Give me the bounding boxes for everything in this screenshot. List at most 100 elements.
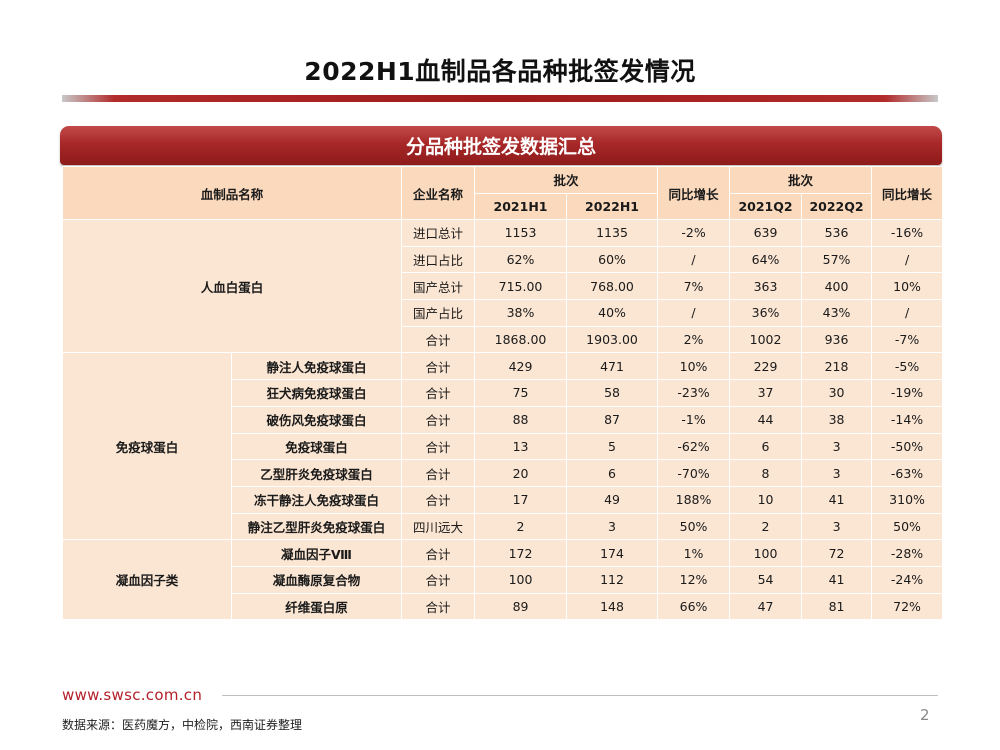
cell-h1-2021: 172 [474,539,568,567]
panel-header: 分品种批签发数据汇总 [60,126,942,165]
cell-yoy-q2: -14% [871,405,944,434]
cell-q2-2021: 229 [729,352,803,381]
footer-source-note: 数据来源：医药魔方，中检院，西南证券整理 [62,718,303,732]
header-row-1: 血制品名称 企业名称 批次 同比增长 批次 同比增长 [61,166,944,220]
cell-h1-2022: 58 [566,379,659,407]
cell-yoy-h1: 66% [657,592,731,621]
data-table: 血制品名称 企业名称 批次 同比增长 批次 同比增长 2021H1 2022H1… [61,166,944,621]
cell-q2-2022: 3 [801,432,873,461]
cell-product: 狂犬病免疫球蛋白 [230,379,403,407]
table-row: 国产占比 38% 40% / 36% 43% / [63,299,944,327]
cell-yoy-h1: 2% [657,325,731,354]
cell-h1-2021: 13 [474,432,568,461]
cell-yoy-h1: 7% [657,272,731,301]
cell-h1-2022: 87 [566,405,659,434]
cell-h1-2022: 174 [566,539,659,567]
cell-q2-2022: 41 [801,485,873,514]
cell-product: 凝血因子Ⅷ [230,539,403,567]
cell-q2-2021: 100 [729,539,803,567]
cell-h1-2021: 75 [474,379,568,407]
cell-h1-2022: 40% [566,299,659,327]
cell-product: 免疫球蛋白 [230,432,403,461]
header-batches-h1: 批次 [474,166,659,194]
cell-q2-2022: 3 [801,512,873,541]
cell-q2-2021: 639 [729,219,803,247]
cell-q2-2021: 64% [729,245,803,274]
cell-h1-2022: 1135 [566,219,659,247]
cell-yoy-q2: 10% [871,272,944,301]
cell-company: 合计 [401,459,476,487]
cell-company: 国产总计 [401,272,476,301]
cell-yoy-h1: -70% [657,459,731,487]
header-2021h1: 2021H1 [474,192,568,220]
header-2021q2: 2021Q2 [729,192,803,220]
cell-q2-2022: 72 [801,539,873,567]
category-coagulation: 凝血因子类 [62,539,232,621]
table-row: 免疫球蛋白 静注人免疫球蛋白 合计 429 471 10% 229 218 -5… [62,352,944,541]
cell-h1-2022: 49 [566,485,659,514]
cell-company: 合计 [401,432,476,461]
table-row: 冻干静注人免疫球蛋白 合计 17 49 188% 10 41 310% [63,485,944,514]
cell-company: 合计 [401,565,476,594]
cell-yoy-h1: -1% [657,405,731,434]
cell-h1-2022: 112 [566,565,659,594]
cell-h1-2022: 6 [566,459,659,487]
header-row-2: 2021H1 2022H1 2021Q2 2022Q2 [63,192,943,220]
cell-q2-2022: 81 [801,592,873,621]
cell-yoy-h1: 1% [657,539,731,567]
cell-q2-2021: 10 [729,485,803,514]
table-row: 合计 1868.00 1903.00 2% 1002 936 -7% [63,325,944,354]
cell-q2-2021: 36% [729,299,803,327]
cell-company: 进口总计 [401,219,476,247]
cell-h1-2021: 1868.00 [474,325,568,354]
cell-yoy-q2: / [871,299,944,327]
cell-company: 国产占比 [401,299,476,327]
cell-yoy-q2: -5% [871,352,944,381]
panel-title: 分品种批签发数据汇总 [405,136,596,158]
cell-yoy-h1: 50% [657,512,731,541]
cell-yoy-q2: -19% [871,379,944,407]
cell-yoy-h1: 12% [657,565,731,594]
cell-h1-2021: 17 [474,485,568,514]
cell-yoy-q2: -16% [871,219,944,247]
cell-q2-2021: 363 [729,272,803,301]
cell-q2-2022: 41 [801,565,873,594]
cell-yoy-q2: 50% [871,512,944,541]
cell-q2-2021: 6 [729,432,803,461]
cell-company: 合计 [401,592,476,621]
cell-h1-2021: 2 [474,512,568,541]
cell-q2-2022: 30 [801,379,873,407]
page-number: 2 [920,706,930,724]
cell-yoy-h1: 10% [657,352,731,381]
cell-product: 静注人免疫球蛋白 [230,352,403,381]
cell-h1-2022: 5 [566,432,659,461]
cell-product: 静注乙型肝炎免疫球蛋白 [230,512,403,541]
footer-website-link[interactable]: www.swsc.com.cn [62,686,203,704]
cell-h1-2021: 89 [474,592,568,621]
header-batches-q2: 批次 [729,166,873,194]
cell-yoy-q2: -63% [871,459,944,487]
cell-q2-2022: 936 [801,325,873,354]
header-product-name: 血制品名称 [61,166,403,220]
cell-yoy-h1: -62% [657,432,731,461]
cell-q2-2022: 536 [801,219,873,247]
cell-company: 合计 [401,325,476,354]
cell-q2-2021: 37 [729,379,803,407]
cell-h1-2022: 768.00 [566,272,659,301]
table-row: 人血白蛋白 进口总计 1153 1135 -2% 639 536 -16% [61,218,944,354]
cell-product: 凝血酶原复合物 [230,565,403,594]
cell-h1-2022: 1903.00 [566,325,659,354]
cell-q2-2021: 1002 [729,325,803,354]
cell-yoy-h1: / [657,245,731,274]
cell-yoy-q2: -24% [871,565,944,594]
cell-q2-2022: 43% [801,299,873,327]
cell-h1-2022: 471 [566,352,659,381]
page-title: 2022H1血制品各品种批签发情况 [304,57,696,86]
cell-h1-2021: 429 [474,352,568,381]
table-row: 狂犬病免疫球蛋白 合计 75 58 -23% 37 30 -19% [63,379,944,407]
table-row: 国产总计 715.00 768.00 7% 363 400 10% [63,272,944,301]
cell-h1-2021: 20 [474,459,568,487]
cell-yoy-q2: / [871,245,944,274]
table-row: 静注乙型肝炎免疫球蛋白 四川远大 2 3 50% 2 3 50% [63,512,944,541]
cell-h1-2021: 715.00 [474,272,568,301]
